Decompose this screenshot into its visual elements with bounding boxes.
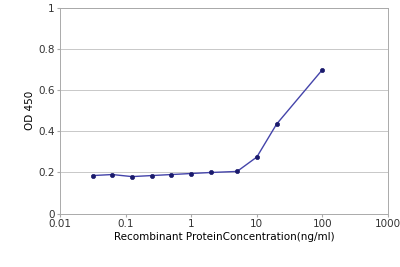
Y-axis label: OD 450: OD 450 [25, 91, 35, 131]
X-axis label: Recombinant ProteinConcentration(ng/ml): Recombinant ProteinConcentration(ng/ml) [114, 232, 334, 242]
